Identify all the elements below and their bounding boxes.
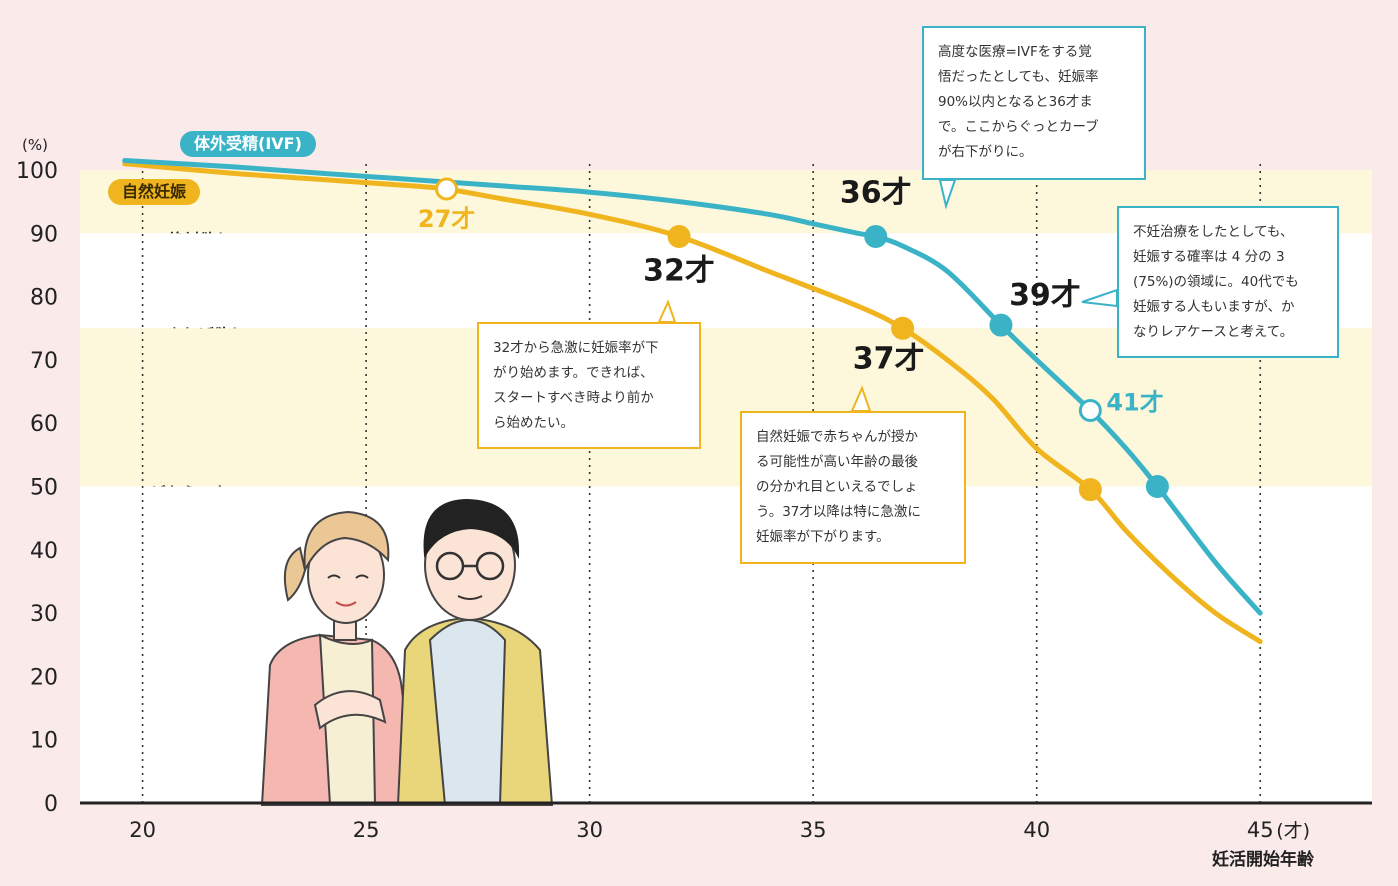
legend-ivf: 体外受精(IVF) (180, 131, 316, 157)
y-tick-label: 10 (30, 729, 58, 754)
series-line-natural (122, 161, 1263, 645)
couple-illustration (260, 498, 554, 806)
x-tick-label: 45 (1247, 818, 1274, 842)
callout-ivf-36: 高度な医療=IVFをする覚 悟だったとしても、妊娠率 90%以内となると36才ま… (922, 26, 1146, 180)
data-marker (864, 224, 888, 248)
y-tick-label: 20 (30, 665, 58, 690)
x-tick-label: 20 (129, 818, 156, 842)
y-tick-label: 0 (44, 792, 58, 817)
marker-label: 41才 (1106, 389, 1163, 417)
x-tick-label: 40 (1023, 818, 1050, 842)
y-tick-label: 80 (30, 286, 58, 311)
series-lines (122, 158, 1263, 645)
callout-pointer (938, 179, 957, 210)
y-tick-label: 40 (30, 539, 58, 564)
y-axis-title: (%) (22, 136, 48, 154)
x-tick-label: 25 (353, 818, 380, 842)
x-tick-label: 35 (800, 818, 827, 842)
y-tick-label: 50 (30, 476, 58, 501)
x-unit-label: (才) (1276, 820, 1310, 842)
data-marker (1078, 399, 1102, 423)
data-marker (435, 177, 459, 201)
data-marker (667, 224, 691, 248)
data-markers: 36才 39才 41才 27才 32才 37才 (418, 175, 1169, 502)
y-tick-label: 30 (30, 602, 58, 627)
y-tick-label: 60 (30, 412, 58, 437)
data-marker (989, 313, 1013, 337)
callout-ivf-39: 不妊治療をしたとしても、 妊娠する確率は 4 分の 3 (75%)の領域に。40… (1117, 206, 1339, 358)
marker-label: 39才 (1009, 278, 1081, 313)
legend-natural: 自然妊娠 (108, 179, 201, 205)
x-axis-title: 妊活開始年齢 (1212, 849, 1315, 870)
data-marker (1078, 478, 1102, 502)
y-tick-label: 100 (16, 159, 58, 184)
data-marker (891, 316, 915, 340)
y-tick-label: 90 (30, 222, 58, 247)
callout-natural-37: 自然妊娠で赤ちゃんが授か る可能性が高い年齢の最後 の分かれ目といえるでしょ う… (740, 411, 966, 564)
data-marker (1145, 475, 1169, 498)
marker-label: 37才 (853, 341, 925, 376)
callout-natural-32: 32才から急激に妊娠率が下 がり始めます。できれば、 スタートすべき時より前か … (477, 322, 701, 449)
marker-label: 36才 (840, 175, 912, 210)
series-line-ivf (122, 158, 1263, 616)
marker-label: 32才 (643, 253, 715, 288)
axes: 20 25 30 35 40 45 (才) 妊活開始年齢 0 10 20 30 40 50 60 70 80 90… (16, 136, 1372, 870)
marker-label: 27才 (418, 205, 475, 233)
x-tick-label: 30 (576, 818, 603, 842)
y-tick-label: 70 (30, 349, 58, 374)
